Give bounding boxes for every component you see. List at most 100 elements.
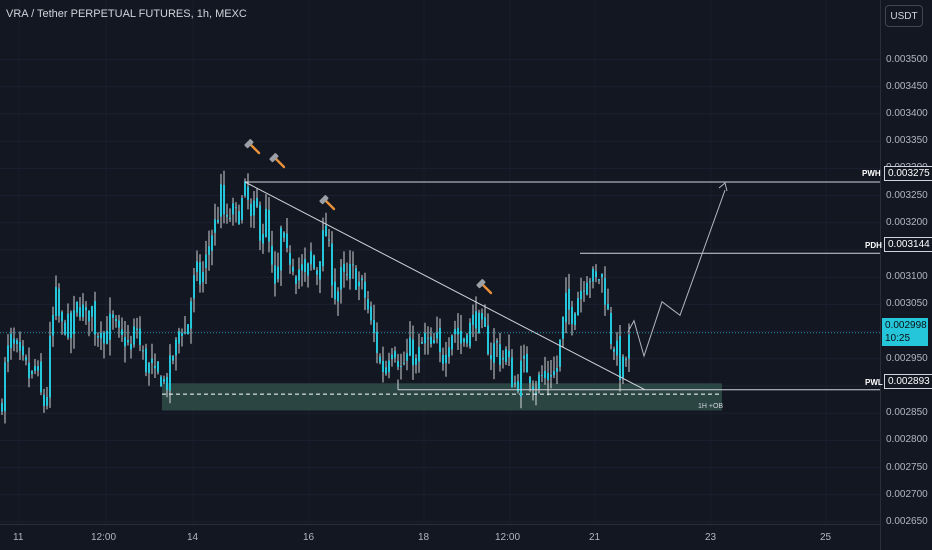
- candle-body: [70, 312, 72, 339]
- y-tick-label: 0.003250: [886, 189, 928, 201]
- candle-body: [481, 312, 483, 320]
- candle-body: [52, 314, 54, 336]
- candle-body: [7, 345, 9, 362]
- candle-body: [130, 343, 132, 350]
- candle-body: [472, 314, 474, 325]
- x-tick-label: 18: [418, 532, 430, 543]
- candle-body: [175, 339, 177, 356]
- y-tick-label: 0.003050: [886, 298, 928, 310]
- candle-body: [298, 269, 300, 281]
- candle-body: [613, 349, 615, 352]
- candle-body: [241, 197, 243, 221]
- candle-body: [538, 374, 540, 390]
- projection-path: [627, 189, 726, 358]
- candle-body: [274, 265, 276, 284]
- candle-body: [379, 356, 381, 363]
- trendline: [244, 181, 646, 391]
- candle-body: [358, 281, 360, 287]
- chart-title: VRA / Tether PERPETUAL FUTURES, 1h, MEXC: [6, 8, 247, 20]
- candle-body: [367, 299, 369, 310]
- candle-body: [544, 370, 546, 379]
- candle-body: [313, 255, 315, 269]
- candle-body: [67, 313, 69, 338]
- hammer-icon: [474, 277, 493, 295]
- candle-body: [316, 270, 318, 275]
- candle-body: [307, 263, 309, 276]
- candle-body: [475, 311, 477, 329]
- candle-body: [223, 184, 225, 215]
- candle-body: [58, 288, 60, 317]
- candle-body: [319, 261, 321, 280]
- candle-body: [145, 348, 147, 373]
- x-tick-label: 14: [187, 532, 199, 543]
- candle-body: [286, 233, 288, 248]
- candle-body: [121, 329, 123, 336]
- candle-body: [619, 336, 621, 380]
- candle-body: [22, 346, 24, 356]
- candle-body: [598, 279, 600, 281]
- candle-body: [469, 322, 471, 347]
- x-tick-label: 23: [705, 532, 717, 543]
- candle-body: [91, 306, 93, 317]
- candle-body: [133, 326, 135, 345]
- candle-body: [583, 290, 585, 292]
- candle-body: [304, 259, 306, 273]
- candle-body: [388, 360, 390, 373]
- candle-body: [484, 317, 486, 327]
- candle-body: [403, 362, 405, 364]
- candle-body: [445, 354, 447, 364]
- candle-body: [490, 355, 492, 360]
- candle-body: [256, 198, 258, 207]
- candle-body: [214, 219, 216, 233]
- candle-body: [595, 271, 597, 278]
- candle-body: [421, 342, 423, 344]
- candle-body: [397, 360, 399, 367]
- candle-body: [127, 339, 129, 343]
- projection-arrowhead: [718, 182, 728, 192]
- candle-body: [361, 278, 363, 281]
- candle-body: [337, 291, 339, 302]
- candle-body: [106, 330, 108, 344]
- candle-body: [268, 209, 270, 242]
- candle-body: [277, 266, 279, 280]
- pdh-price-box: 0.003144: [884, 237, 932, 252]
- candle-body: [19, 341, 21, 351]
- y-tick-label: 0.003500: [886, 53, 928, 65]
- candle-body: [463, 338, 465, 343]
- candle-body: [184, 332, 186, 334]
- candle-body: [76, 301, 78, 313]
- candle-body: [64, 322, 66, 335]
- candle-body: [439, 327, 441, 353]
- pdh-label: PDH: [865, 241, 882, 250]
- candle-body: [280, 227, 282, 271]
- candle-body: [37, 366, 39, 371]
- candle-body: [559, 339, 561, 367]
- candle-body: [124, 337, 126, 347]
- candle-body: [238, 211, 240, 225]
- currency-button[interactable]: USDT: [885, 5, 923, 27]
- candle-body: [16, 340, 18, 345]
- candle-body: [151, 358, 153, 364]
- candle-body: [343, 263, 345, 272]
- candle-body: [331, 243, 333, 286]
- candle-body: [178, 331, 180, 344]
- candle-body: [532, 386, 534, 390]
- y-tick-label: 0.002650: [886, 516, 928, 527]
- candle-body: [292, 266, 294, 272]
- candle-body: [88, 310, 90, 322]
- y-tick-label: 0.003200: [886, 216, 928, 228]
- candle-body: [496, 340, 498, 343]
- candle-body: [574, 313, 576, 326]
- y-tick-label: 0.003350: [886, 135, 928, 147]
- candle-body: [376, 331, 378, 353]
- candle-body: [424, 332, 426, 344]
- candle-body: [205, 254, 207, 268]
- candle-body: [382, 360, 384, 373]
- candle-body: [220, 184, 222, 217]
- candle-body: [310, 251, 312, 265]
- ob-rect: [162, 383, 722, 411]
- candle-body: [370, 306, 372, 321]
- candle-body: [85, 307, 87, 311]
- y-tick-label: 0.002950: [886, 352, 928, 364]
